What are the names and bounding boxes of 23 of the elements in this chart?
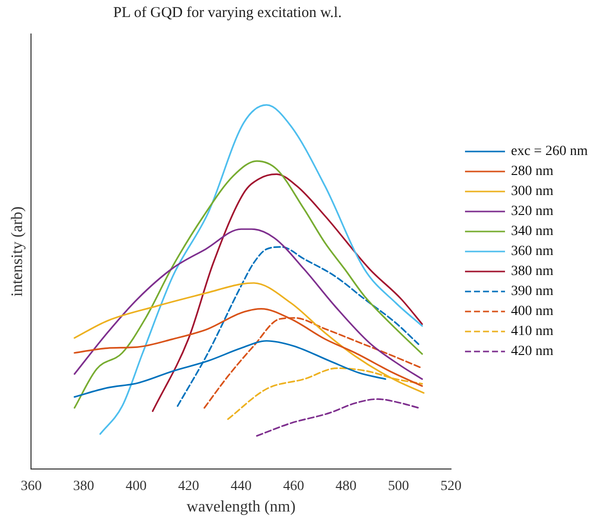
chart-title: PL of GQD for varying excitation w.l. xyxy=(113,4,342,21)
legend-label: 320 nm xyxy=(511,204,554,220)
legend-label: 420 nm xyxy=(511,344,554,360)
legend-label: exc = 260 nm xyxy=(511,144,588,160)
y-axis-title: intensity (arb) xyxy=(8,206,26,297)
legend-label: 280 nm xyxy=(511,164,554,180)
legend-label: 380 nm xyxy=(511,264,554,280)
legend-label: 340 nm xyxy=(511,224,554,240)
legend-label: 360 nm xyxy=(511,244,554,260)
x-tick-label: 380 xyxy=(73,479,94,494)
x-tick-label: 460 xyxy=(283,479,304,494)
x-tick-label: 500 xyxy=(388,479,410,494)
legend-label: 400 nm xyxy=(511,304,554,320)
legend-label: 300 nm xyxy=(511,184,554,200)
x-tick-label: 520 xyxy=(440,479,462,494)
x-axis-title: wavelength (nm) xyxy=(186,498,296,516)
x-tick-label: 440 xyxy=(230,479,252,494)
x-tick-label: 360 xyxy=(20,479,42,494)
legend-label: 410 nm xyxy=(511,324,554,340)
x-tick-label: 420 xyxy=(178,479,200,494)
x-tick-label: 480 xyxy=(336,479,357,494)
x-tick-label: 400 xyxy=(126,479,147,494)
legend-label: 390 nm xyxy=(511,284,554,300)
